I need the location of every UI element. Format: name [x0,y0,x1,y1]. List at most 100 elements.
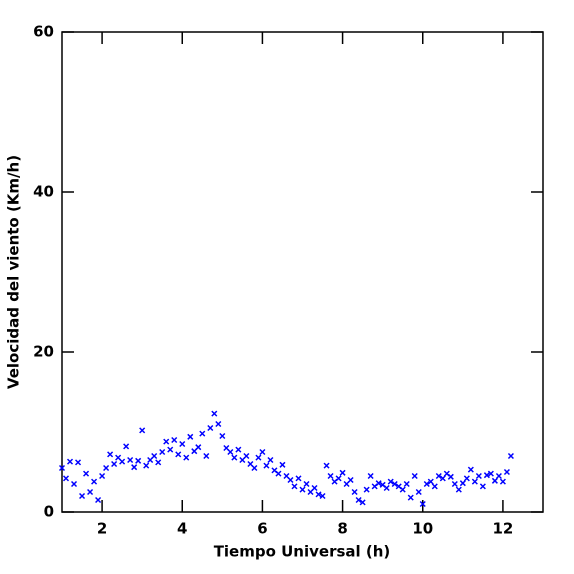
data-point [403,480,410,488]
data-point [255,454,262,461]
data-point [431,483,438,490]
data-point [427,478,434,485]
data-point [483,472,490,479]
data-point [355,496,362,504]
data-point [463,475,470,482]
data-point [219,432,226,440]
data-point [299,486,306,493]
data-point [263,462,270,469]
data-point [419,500,426,508]
data-point [235,446,242,453]
data-point [351,488,358,496]
data-point [179,440,186,448]
data-point [87,488,94,496]
data-point [451,480,458,488]
data-point [199,430,206,437]
data-point [211,410,218,417]
data-point [327,472,334,480]
y-tick-label: 0 [44,503,54,521]
data-point [391,480,398,488]
data-point [203,452,210,460]
data-point [171,436,178,444]
x-tick-label: 4 [177,520,187,538]
data-point [195,444,202,451]
data-point [311,484,318,492]
data-point [99,472,106,480]
data-point [499,478,506,485]
data-point [447,473,454,480]
data-point [295,475,302,482]
data-point [163,438,170,445]
data-point [367,472,374,480]
data-point [175,451,182,458]
data-point [275,470,282,477]
data-point [415,488,422,496]
data-point [315,491,322,498]
data-point [435,472,442,480]
data-point [75,459,82,466]
data-point [267,456,274,464]
y-tick-label: 40 [33,183,54,201]
data-point [155,459,162,466]
x-tick-label: 8 [337,520,347,538]
data-point [287,476,294,484]
data-point [399,486,406,493]
data-point [83,470,90,477]
data-point [95,496,102,504]
data-point [455,486,462,493]
data-point [127,456,134,464]
data-point [335,475,342,482]
x-tick-label: 10 [412,520,433,538]
data-point [227,448,234,456]
data-point [339,469,346,476]
data-point [207,424,214,432]
data-point [495,472,502,480]
data-point [375,480,382,487]
data-point [167,446,174,453]
y-tick-label: 20 [33,343,54,361]
data-point [215,420,222,428]
y-axis-label: Velocidad del viento (Km/h) [5,155,23,389]
data-point [131,464,138,471]
data-point [139,427,146,434]
data-point [243,452,250,460]
data-point [70,480,78,488]
data-point [123,443,130,450]
data-point [459,480,466,487]
data-point [183,454,190,461]
x-tick-label: 2 [97,520,107,538]
x-tick-label: 6 [257,520,267,538]
data-point [439,475,446,482]
data-point [58,464,66,472]
data-point [111,460,118,468]
data-point [143,462,150,469]
plot-frame [61,31,544,513]
data-point [66,458,74,465]
data-point [423,480,430,488]
data-point [259,448,266,456]
data-point [387,478,394,485]
data-point [475,472,482,480]
data-point [507,452,514,460]
data-point [103,464,110,472]
data-point [79,492,86,500]
data-point [323,462,330,469]
data-point [62,475,70,482]
y-tick-label: 60 [33,23,54,41]
data-point [411,472,418,480]
data-point [383,484,390,492]
data-point [151,452,158,460]
data-point [135,457,142,464]
data-point [359,499,366,506]
data-point [159,448,166,456]
data-point [471,478,478,485]
x-axis-label: Tiempo Universal (h) [214,543,391,561]
data-point [291,483,298,490]
data-point [251,464,258,472]
data-point [231,454,238,461]
x-tick-label: 12 [492,520,513,538]
data-point [119,458,126,465]
data-point [347,476,354,484]
data-point [503,468,510,476]
